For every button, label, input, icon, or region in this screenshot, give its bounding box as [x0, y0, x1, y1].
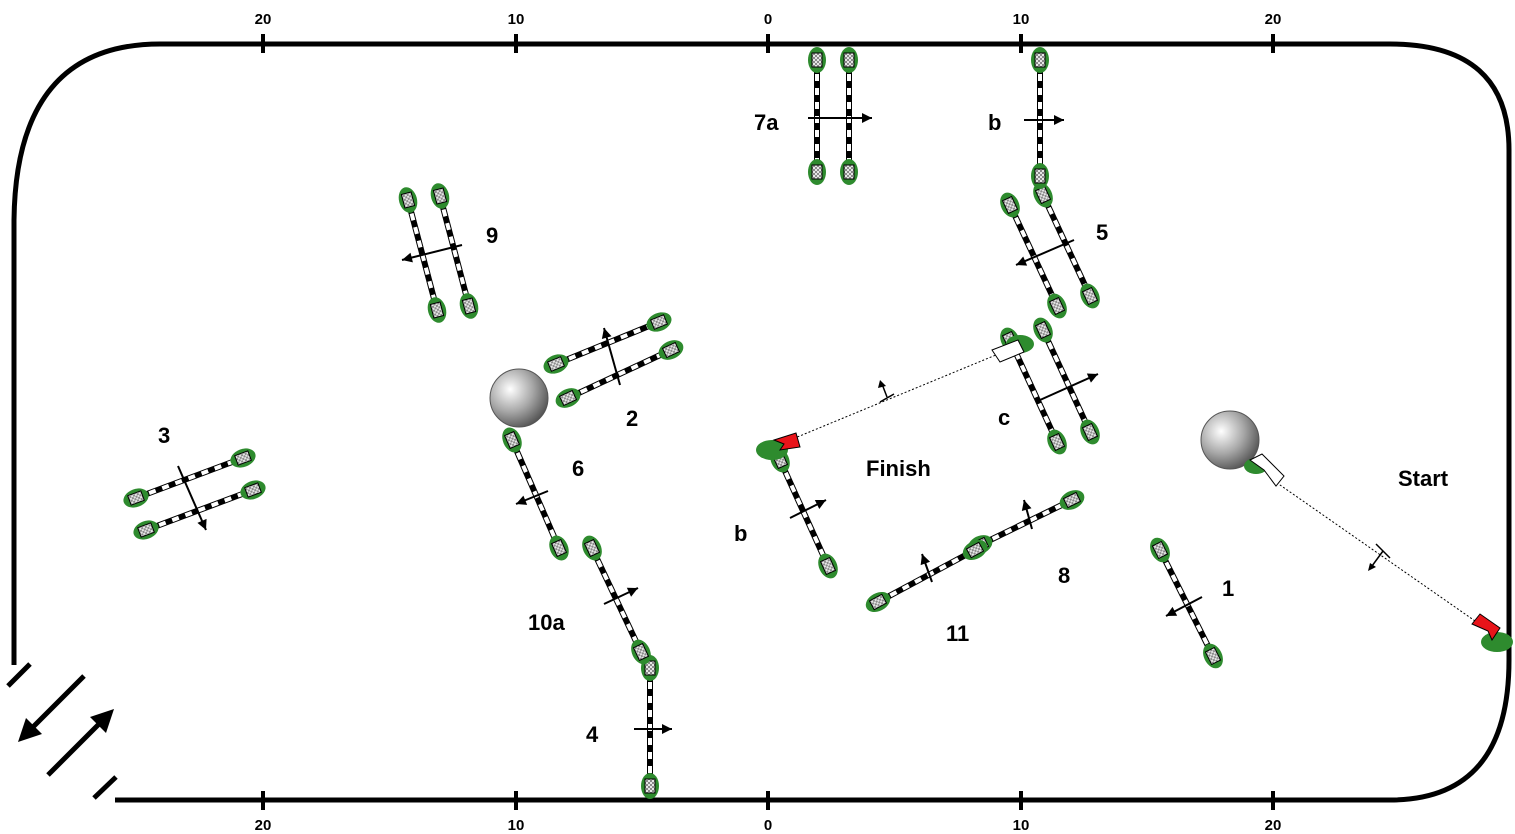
top-scale: 20 10 0 10 20: [255, 11, 1282, 53]
finish-flag-white-icon: [991, 335, 1034, 363]
top-tick-label: 20: [1265, 11, 1282, 28]
jump-label-1: 1: [1222, 576, 1234, 601]
bottom-tick-label: 0: [764, 817, 772, 834]
start-label: Start: [1398, 466, 1449, 491]
jump-7c-oxer: [1000, 317, 1100, 455]
jump-10b-vertical: [770, 447, 838, 579]
bottom-scale: 20 10 0 10 20: [255, 791, 1282, 834]
jump-6-vertical: [502, 427, 569, 561]
jump-label-8: 8: [1058, 563, 1070, 588]
jump-label-11: 11: [946, 621, 969, 646]
jump-label-10b: b: [734, 521, 747, 546]
jump-7a-oxer: [808, 47, 872, 185]
jump-label-9: 9: [486, 223, 498, 248]
jump-label-7c: c: [998, 405, 1010, 430]
jump-label-4: 4: [586, 722, 599, 747]
start-line: [1269, 477, 1489, 631]
jump-label-10a: 10a: [528, 610, 565, 635]
jump-1-vertical: [1150, 537, 1223, 669]
jump-11-vertical: [865, 539, 988, 613]
finish-direction-arrow-icon: [878, 380, 895, 403]
top-tick-label: 0: [764, 11, 772, 28]
finish-line: [789, 349, 1009, 441]
bottom-tick-label: 20: [1265, 817, 1282, 834]
gate-post-left: [6, 662, 32, 688]
start-flag-white-icon: [1244, 453, 1285, 487]
top-tick-label: 10: [508, 11, 525, 28]
jump-10a-vertical: [582, 535, 651, 665]
jump-7b-vertical: [1024, 47, 1064, 189]
top-tick-label: 10: [1013, 11, 1030, 28]
finish-flag-icon: [756, 432, 801, 460]
entrance-arrows-icon: [18, 674, 114, 777]
jump-label-6: 6: [572, 456, 584, 481]
jump-5-oxer: [1000, 182, 1100, 319]
bottom-tick-label: 10: [1013, 817, 1030, 834]
jump-3-oxer: [123, 448, 266, 540]
turning-ball: [1200, 410, 1260, 470]
jump-4-vertical: [634, 655, 672, 799]
start-direction-arrow-icon: [1368, 543, 1391, 571]
jump-9-oxer: [398, 183, 479, 323]
bottom-tick-label: 20: [255, 817, 272, 834]
jump-label-7b: b: [988, 110, 1001, 135]
jump-label-3: 3: [158, 423, 170, 448]
finish-label: Finish: [866, 456, 931, 481]
jump-label-2: 2: [626, 406, 638, 431]
bottom-tick-label: 10: [508, 817, 525, 834]
top-tick-label: 20: [255, 11, 272, 28]
jump-label-5: 5: [1096, 220, 1108, 245]
arena-outline: [11, 41, 1512, 803]
jump-label-7a: 7a: [754, 110, 779, 135]
jump-2-oxer: [543, 312, 684, 408]
turning-ball: [489, 368, 549, 428]
gate-post-right: [92, 775, 118, 800]
obstacles-layer: [123, 47, 1223, 799]
start-flag-icon: [1471, 613, 1513, 652]
